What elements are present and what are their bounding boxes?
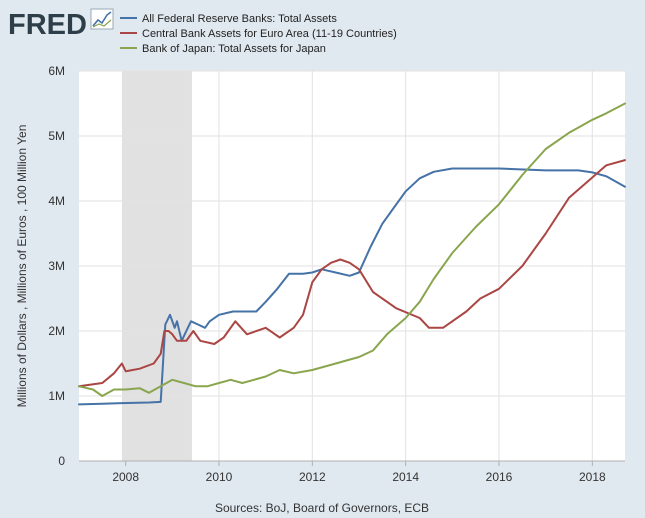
series-lines (78, 102, 626, 406)
x-tick-label: 2012 (299, 470, 326, 484)
legend-label: Bank of Japan: Total Assets for Japan (142, 43, 326, 55)
series-line (78, 159, 626, 388)
fred-trend-chart-icon (90, 8, 114, 30)
y-tick-label: 2M (48, 324, 65, 338)
y-tick-label: 3M (48, 259, 65, 273)
legend-label: All Federal Reserve Banks: Total Assets (142, 13, 337, 25)
series-line (78, 102, 626, 397)
source-note: Sources: BoJ, Board of Governors, ECB (215, 501, 429, 515)
y-tick-label: 1M (48, 389, 65, 403)
legend: All Federal Reserve Banks: Total Assets … (120, 13, 397, 55)
legend-label: Central Bank Assets for Euro Area (11-19… (142, 28, 397, 40)
y-axis: 0 1M 2M 3M 4M 5M 6M (48, 64, 65, 468)
x-tick-label: 2010 (206, 470, 233, 484)
y-axis-title: Millions of Dollars , Millions of Euros … (15, 125, 29, 408)
x-tick-label: 2014 (392, 470, 419, 484)
y-tick-label: 0 (58, 454, 65, 468)
fred-logo[interactable]: FRED (8, 8, 114, 41)
series-line (78, 167, 626, 406)
y-tick-label: 5M (48, 129, 65, 143)
legend-entry[interactable]: Bank of Japan: Total Assets for Japan (120, 43, 326, 55)
x-tick-label: 2016 (486, 470, 513, 484)
x-axis: 2008 2010 2012 2014 2016 2018 (79, 460, 625, 484)
legend-entry[interactable]: Central Bank Assets for Euro Area (11-19… (120, 28, 397, 40)
y-tick-label: 6M (48, 64, 65, 78)
legend-entry[interactable]: All Federal Reserve Banks: Total Assets (120, 13, 337, 25)
x-tick-label: 2008 (112, 470, 139, 484)
fred-logo-text: FRED (8, 9, 87, 41)
y-tick-label: 4M (48, 194, 65, 208)
x-tick-label: 2018 (579, 470, 606, 484)
